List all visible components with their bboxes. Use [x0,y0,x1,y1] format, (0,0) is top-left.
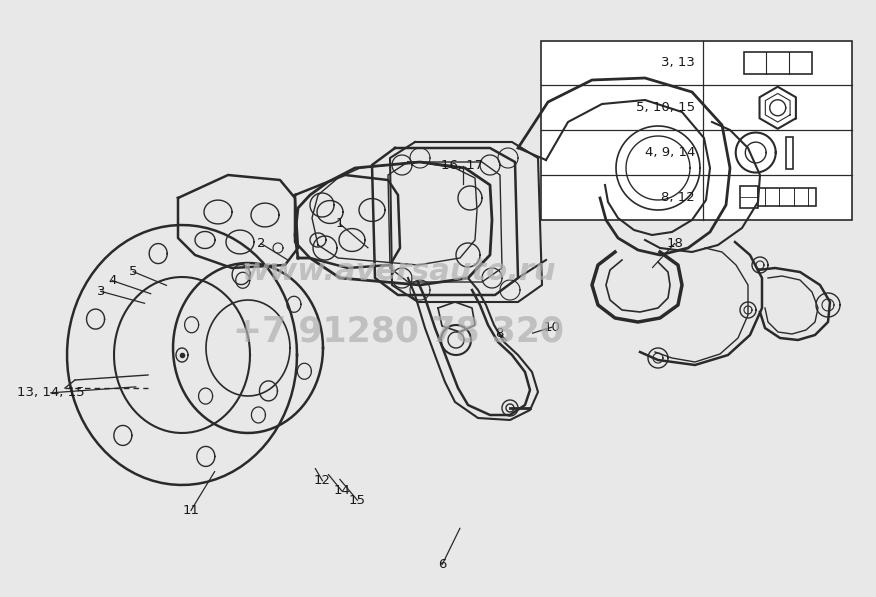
Text: 8: 8 [495,327,504,340]
Text: 16, 17: 16, 17 [442,159,484,173]
Text: 13, 14, 15: 13, 14, 15 [17,386,85,399]
Bar [744,52,812,74]
Bar [739,186,758,208]
Text: 1: 1 [336,217,344,230]
Text: 4, 9, 14: 4, 9, 14 [645,146,695,159]
Text: 11: 11 [182,504,200,517]
Text: 5: 5 [129,265,138,278]
Text: 3: 3 [96,285,105,298]
Text: +7 91280 78 320: +7 91280 78 320 [233,315,564,348]
Text: 2: 2 [257,237,265,250]
Text: 12: 12 [314,474,331,487]
Text: www.aversauto.ru: www.aversauto.ru [241,257,556,286]
Text: 18: 18 [666,237,683,250]
Text: 14: 14 [333,484,350,497]
Text: 3, 13: 3, 13 [661,57,695,69]
Text: 15: 15 [349,494,366,507]
Bar [786,137,793,168]
Text: 5, 10, 15: 5, 10, 15 [636,101,695,114]
Text: 4: 4 [108,274,117,287]
Text: 10: 10 [543,321,561,334]
Text: 8, 12: 8, 12 [661,191,695,204]
Text: 6: 6 [438,558,447,571]
Bar [541,41,852,220]
Bar [758,188,816,207]
